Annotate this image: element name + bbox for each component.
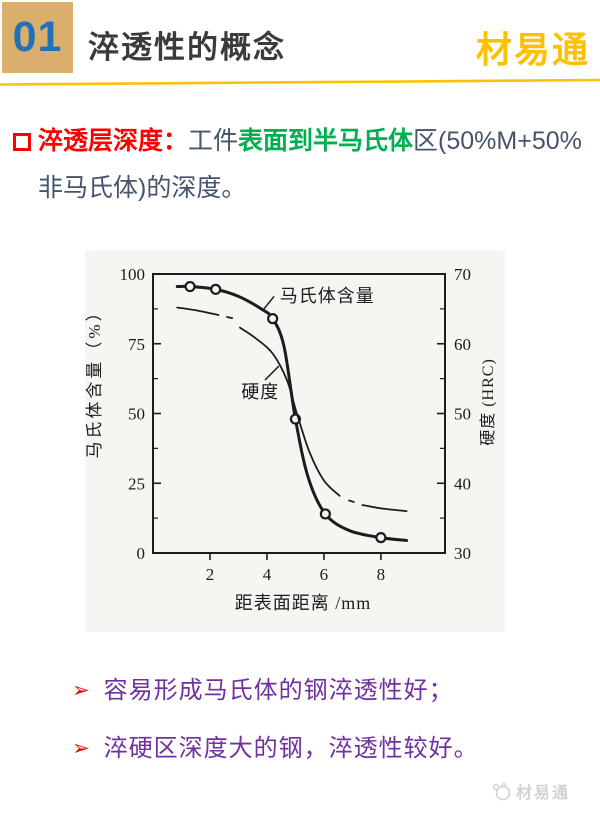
svg-text:75: 75	[128, 335, 145, 354]
definition-block: 淬透层深度：工件表面到半马氏体区(50%M+50% 非马氏体)的深度。	[13, 118, 588, 212]
brand-logo-text: 材易通	[475, 29, 590, 70]
square-bullet-icon	[13, 133, 31, 151]
svg-text:马氏体含量（%）: 马氏体含量（%）	[85, 301, 104, 458]
chart-axes: 0 25 50 75 100 30 40 50 60 70 2 4 6 8 马氏体含量（%） 硬度 (HRC)…	[85, 265, 497, 613]
hardenability-chart-figure: 0 25 50 75 100 30 40 50 60 70 2 4 6 8 马氏体含量（%） 硬度 (HRC)…	[85, 250, 505, 632]
series-硬度	[176, 306, 408, 513]
watermark: 材易通	[492, 780, 570, 802]
svg-text:60: 60	[454, 335, 471, 354]
svg-text:距表面距离 /mm: 距表面距离 /mm	[235, 593, 372, 613]
svg-text:30: 30	[454, 544, 471, 563]
section-number: 01	[12, 13, 63, 61]
svg-text:25: 25	[128, 474, 145, 493]
key-point-item: ➢ 淬硬区深度大的钢，淬透性较好。	[72, 732, 479, 765]
svg-text:40: 40	[454, 474, 471, 493]
svg-text:70: 70	[454, 265, 471, 284]
key-point-item: ➢ 容易形成马氏体的钢淬透性好；	[72, 674, 479, 707]
svg-text:50: 50	[128, 405, 145, 424]
key-point-text: 淬硬区深度大的钢，淬透性较好。	[103, 735, 479, 762]
svg-text:马氏体含量: 马氏体含量	[280, 286, 375, 306]
arrow-bullet-icon: ➢	[72, 679, 91, 702]
svg-text:硬度: 硬度	[241, 382, 279, 402]
watermark-text: 材易通	[516, 785, 571, 802]
brand-logo-icon	[492, 782, 511, 800]
svg-text:硬度 (HRC): 硬度 (HRC)	[479, 358, 497, 446]
svg-text:8: 8	[377, 565, 386, 584]
svg-text:6: 6	[320, 565, 329, 584]
arrow-bullet-icon: ➢	[72, 737, 91, 760]
chart-annotation: 马氏体含量	[262, 286, 375, 310]
svg-text:100: 100	[120, 265, 146, 284]
hardenability-chart: 0 25 50 75 100 30 40 50 60 70 2 4 6 8 马氏体含量（%） 硬度 (HRC)…	[85, 265, 497, 613]
section-number-badge: 01	[2, 2, 73, 73]
svg-text:50: 50	[454, 405, 471, 424]
definition-text: 淬透层深度：工件表面到半马氏体区(50%M+50% 非马氏体)的深度。	[38, 118, 588, 212]
page-title: 淬透性的概念	[88, 30, 286, 65]
chart-annotation: 硬度	[241, 365, 280, 402]
gold-divider	[0, 78, 600, 86]
svg-text:2: 2	[206, 565, 215, 584]
svg-text:0: 0	[137, 544, 146, 563]
key-points-list: ➢ 容易形成马氏体的钢淬透性好； ➢ 淬硬区深度大的钢，淬透性较好。	[72, 674, 479, 790]
definition-line: 淬透层深度：工件表面到半马氏体区(50%M+50%	[38, 127, 582, 155]
svg-text:4: 4	[263, 565, 272, 584]
definition-line: 非马氏体)的深度。	[38, 174, 247, 202]
key-point-text: 容易形成马氏体的钢淬透性好；	[103, 677, 454, 704]
series-马氏体含量	[175, 280, 409, 544]
